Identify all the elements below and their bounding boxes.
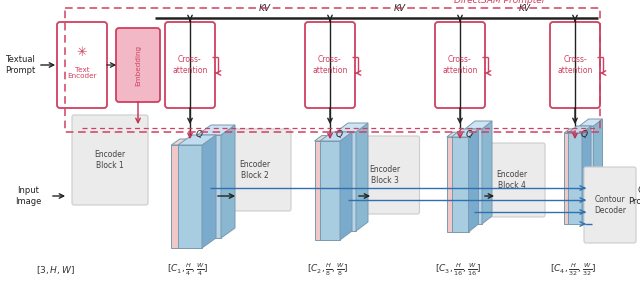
Text: Cross-
attention: Cross- attention	[442, 55, 477, 75]
Polygon shape	[202, 135, 216, 248]
Text: Contour
Decoder: Contour Decoder	[594, 195, 626, 215]
Polygon shape	[593, 119, 602, 217]
Polygon shape	[172, 139, 191, 145]
FancyBboxPatch shape	[584, 167, 636, 243]
Text: DirectSAM Prompter: DirectSAM Prompter	[454, 0, 546, 5]
Polygon shape	[197, 135, 221, 238]
FancyBboxPatch shape	[550, 22, 600, 108]
Text: Contour
Probabilities: Contour Probabilities	[628, 186, 640, 206]
Text: $[C_1, \frac{H}{4}, \frac{W}{4}]$: $[C_1, \frac{H}{4}, \frac{W}{4}]$	[168, 262, 209, 278]
Polygon shape	[356, 123, 368, 231]
Polygon shape	[178, 135, 216, 145]
Text: Cross-
attention: Cross- attention	[557, 55, 593, 75]
FancyBboxPatch shape	[435, 22, 485, 108]
Polygon shape	[172, 145, 182, 248]
FancyBboxPatch shape	[116, 28, 160, 102]
Polygon shape	[582, 126, 591, 224]
Polygon shape	[579, 126, 593, 217]
FancyBboxPatch shape	[479, 143, 545, 217]
Polygon shape	[454, 132, 460, 232]
FancyBboxPatch shape	[72, 115, 148, 205]
Polygon shape	[465, 121, 492, 129]
Polygon shape	[447, 137, 454, 232]
Text: Q: Q	[466, 129, 473, 138]
Polygon shape	[314, 141, 323, 240]
Polygon shape	[451, 129, 479, 137]
Text: $[C_4, \frac{H}{32}, \frac{W}{32}]$: $[C_4, \frac{H}{32}, \frac{W}{32}]$	[550, 262, 596, 278]
Text: KV: KV	[519, 4, 531, 13]
Text: Encoder
Block 3: Encoder Block 3	[369, 165, 401, 185]
FancyBboxPatch shape	[57, 22, 107, 108]
Polygon shape	[320, 132, 352, 141]
Text: KV: KV	[394, 4, 406, 13]
Text: Textual
Prompt: Textual Prompt	[5, 55, 35, 75]
Text: $[3, H, W]$: $[3, H, W]$	[36, 264, 74, 276]
Polygon shape	[340, 132, 352, 240]
Text: Q: Q	[336, 129, 343, 138]
FancyBboxPatch shape	[219, 129, 291, 211]
Polygon shape	[323, 136, 331, 240]
Polygon shape	[314, 136, 331, 141]
Polygon shape	[568, 133, 582, 224]
Text: Encoder
Block 1: Encoder Block 1	[95, 150, 125, 170]
Text: Cross-
attention: Cross- attention	[172, 55, 208, 75]
Text: $[C_2, \frac{H}{8}, \frac{W}{8}]$: $[C_2, \frac{H}{8}, \frac{W}{8}]$	[307, 262, 349, 278]
Polygon shape	[465, 129, 482, 224]
Text: Text
Encoder: Text Encoder	[67, 67, 97, 80]
Polygon shape	[182, 139, 191, 248]
Text: KV: KV	[259, 4, 271, 13]
Polygon shape	[568, 126, 591, 133]
Polygon shape	[336, 132, 356, 231]
Polygon shape	[579, 119, 602, 126]
Polygon shape	[482, 121, 492, 224]
Polygon shape	[451, 137, 468, 232]
Text: Embedding: Embedding	[135, 45, 141, 85]
Polygon shape	[320, 141, 340, 240]
FancyBboxPatch shape	[305, 22, 355, 108]
Polygon shape	[447, 132, 460, 137]
Polygon shape	[178, 145, 202, 248]
Polygon shape	[221, 125, 235, 238]
Text: Q: Q	[581, 129, 588, 138]
Polygon shape	[336, 123, 368, 132]
Text: Encoder
Block 4: Encoder Block 4	[497, 170, 527, 190]
Polygon shape	[468, 129, 479, 232]
FancyBboxPatch shape	[165, 22, 215, 108]
Polygon shape	[564, 133, 570, 224]
Polygon shape	[197, 125, 235, 135]
Text: Input
Image: Input Image	[15, 186, 41, 206]
FancyBboxPatch shape	[351, 136, 419, 214]
Text: Encoder
Block 2: Encoder Block 2	[239, 160, 271, 180]
Polygon shape	[570, 129, 576, 224]
Text: Q: Q	[196, 129, 203, 138]
Text: Cross-
attention: Cross- attention	[312, 55, 348, 75]
Text: $[C_3, \frac{H}{16}, \frac{W}{16}]$: $[C_3, \frac{H}{16}, \frac{W}{16}]$	[435, 262, 481, 278]
Polygon shape	[564, 129, 576, 133]
Text: ✳: ✳	[77, 47, 87, 60]
